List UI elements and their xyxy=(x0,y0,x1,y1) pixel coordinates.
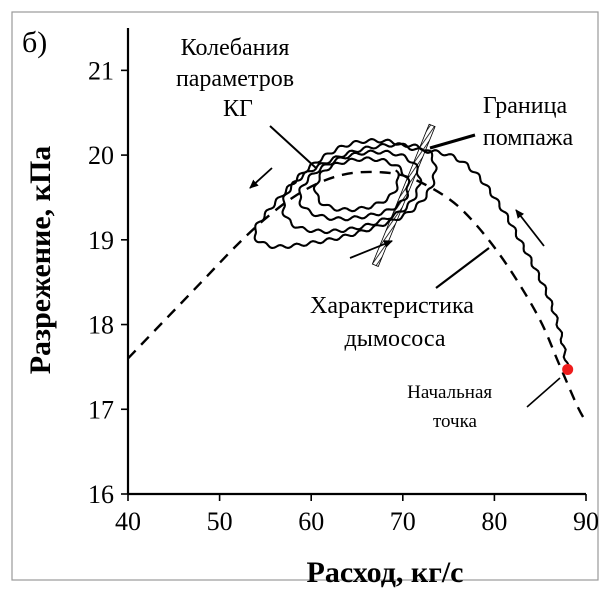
x-tick-group: 40 50 60 70 80 90 xyxy=(115,494,599,536)
y-tick-label: 20 xyxy=(88,141,114,170)
y-axis-title: Разрежение, кПа xyxy=(24,146,57,375)
x-tick-label: 50 xyxy=(207,507,233,536)
x-tick-label: 90 xyxy=(573,507,599,536)
leader-surge-boundary xyxy=(429,133,476,150)
start-point-marker xyxy=(562,363,574,375)
direction-arrow-left xyxy=(249,167,273,189)
y-tick-label: 18 xyxy=(88,311,114,340)
y-tick-label: 19 xyxy=(88,226,114,255)
y-tick-group: 16 17 18 19 20 21 xyxy=(88,56,128,509)
y-tick-label: 16 xyxy=(88,480,114,509)
leader-oscillation xyxy=(269,125,317,169)
y-tick-label: 17 xyxy=(88,395,114,424)
figure-frame xyxy=(11,11,599,581)
y-tick-label: 21 xyxy=(88,56,114,85)
direction-arrow-right xyxy=(515,209,545,247)
x-tick-label: 80 xyxy=(481,507,507,536)
x-tick-label: 70 xyxy=(390,507,416,536)
panel-label: б) xyxy=(22,26,47,59)
x-axis-title: Расход, кг/с xyxy=(307,556,464,589)
annotation-oscillation: Колебания параметров КГ xyxy=(176,35,300,122)
oscillation-trajectory xyxy=(253,138,570,370)
direction-arrow-bottom xyxy=(349,240,393,259)
leader-fan-characteristic xyxy=(435,247,490,289)
x-tick-label: 40 xyxy=(115,507,141,536)
x-tick-label: 60 xyxy=(298,507,324,536)
fan-characteristic-curve xyxy=(127,170,588,423)
annotation-start-point: Начальная точка xyxy=(407,382,497,432)
leader-start-point xyxy=(526,377,561,408)
annotation-surge-boundary: Граница помпажа xyxy=(483,93,574,151)
annotation-fan-characteristic: Характеристика дымососа xyxy=(310,293,480,352)
